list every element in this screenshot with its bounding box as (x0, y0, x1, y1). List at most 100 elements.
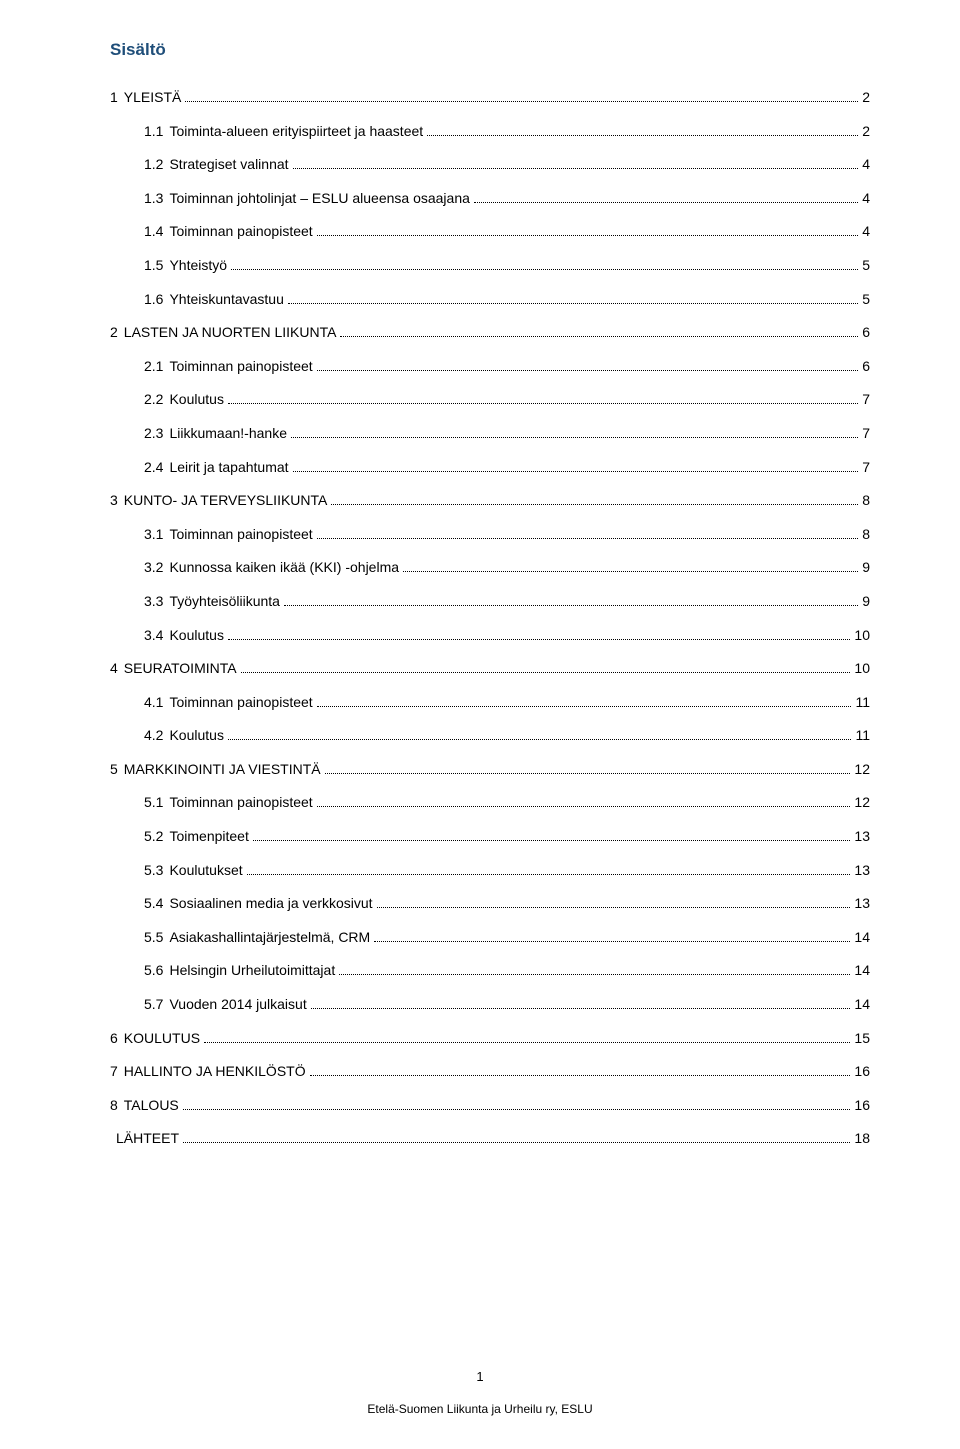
toc-leader-dots (183, 1142, 850, 1143)
toc-entry-page: 18 (854, 1129, 870, 1149)
toc-entry-label: Toiminnan painopisteet (163, 222, 312, 242)
toc-entry-number: 5.3 (144, 861, 163, 881)
toc-leader-dots (427, 135, 858, 136)
toc-leader-dots (317, 235, 859, 236)
toc-entry-label: LÄHTEET (110, 1129, 179, 1149)
toc-entry-label: Sosiaalinen media ja verkkosivut (163, 894, 372, 914)
toc-entry-number: 3.4 (144, 626, 163, 646)
toc-entry-label: Toiminnan painopisteet (163, 525, 312, 545)
toc-entry-label: Toiminnan johtolinjat – ESLU alueensa os… (163, 189, 469, 209)
toc-leader-dots (284, 605, 858, 606)
toc-entry-label: Toimenpiteet (163, 827, 248, 847)
toc-entry-page: 6 (862, 357, 870, 377)
toc-entry-page: 2 (862, 88, 870, 108)
toc-entry: 5.6Helsingin Urheilutoimittajat14 (144, 961, 870, 981)
toc-entry-label: SEURATOIMINTA (118, 659, 237, 679)
toc-entry: 5.5Asiakashallintajärjestelmä, CRM14 (144, 928, 870, 948)
toc-entry: 4.1Toiminnan painopisteet11 (144, 693, 870, 713)
toc-entry-number: 5.5 (144, 928, 163, 948)
toc-entry-page: 9 (862, 592, 870, 612)
toc-entry-number: 1.3 (144, 189, 163, 209)
toc-entry-label: MARKKINOINTI JA VIESTINTÄ (118, 760, 321, 780)
toc-entry-number: 8 (110, 1096, 118, 1116)
toc-entry-page: 4 (862, 222, 870, 242)
toc-entry-number: 5.6 (144, 961, 163, 981)
toc-entry: 8TALOUS16 (110, 1096, 870, 1116)
toc-entry: 5MARKKINOINTI JA VIESTINTÄ 12 (110, 760, 870, 780)
toc-entry-page: 10 (854, 626, 870, 646)
toc-entry-number: 1.2 (144, 155, 163, 175)
toc-entry-label: Strategiset valinnat (163, 155, 288, 175)
toc-leader-dots (241, 672, 851, 673)
toc-entry-page: 2 (862, 122, 870, 142)
toc-leader-dots (374, 941, 850, 942)
toc-leader-dots (339, 974, 850, 975)
toc-entry-page: 4 (862, 155, 870, 175)
toc-entry-label: Työyhteisöliikunta (163, 592, 280, 612)
toc-entry: 5.4Sosiaalinen media ja verkkosivut 13 (144, 894, 870, 914)
toc-entry-label: KOULUTUS (118, 1029, 200, 1049)
toc-entry-number: 5.4 (144, 894, 163, 914)
toc-entry-label: YLEISTÄ (118, 88, 182, 108)
toc-entry-label: Toiminnan painopisteet (163, 793, 312, 813)
toc-entry: 2LASTEN JA NUORTEN LIIKUNTA6 (110, 323, 870, 343)
toc-entry-label: TALOUS (118, 1096, 179, 1116)
toc-entry-number: 5 (110, 760, 118, 780)
toc-entry: 1.5Yhteistyö5 (144, 256, 870, 276)
toc-entry-page: 6 (862, 323, 870, 343)
toc-entry-page: 5 (862, 290, 870, 310)
toc-leader-dots (317, 706, 852, 707)
toc-entry: 3.2Kunnossa kaiken ikää (KKI) -ohjelma 9 (144, 558, 870, 578)
toc-entry-label: Asiakashallintajärjestelmä, CRM (163, 928, 370, 948)
toc-entry-page: 13 (854, 894, 870, 914)
toc-leader-dots (204, 1042, 850, 1043)
toc-entry: 3.1Toiminnan painopisteet8 (144, 525, 870, 545)
toc-entry-page: 9 (862, 558, 870, 578)
toc-entry: 5.3Koulutukset13 (144, 861, 870, 881)
toc-entry-page: 14 (854, 961, 870, 981)
toc-leader-dots (293, 471, 859, 472)
toc-entry: 5.1Toiminnan painopisteet12 (144, 793, 870, 813)
page-footer: 1 Etelä-Suomen Liikunta ja Urheilu ry, E… (0, 1369, 960, 1416)
toc-leader-dots (377, 907, 851, 908)
toc-entry-label: Toiminnan painopisteet (163, 693, 312, 713)
toc-entry-number: 1.4 (144, 222, 163, 242)
toc-leader-dots (291, 437, 858, 438)
page-number: 1 (0, 1369, 960, 1384)
toc-entry-number: 6 (110, 1029, 118, 1049)
toc-entry-number: 2.4 (144, 458, 163, 478)
toc-entry-label: Koulutus (163, 726, 223, 746)
toc-entry: 2.2Koulutus7 (144, 390, 870, 410)
toc-entry-number: 2 (110, 323, 118, 343)
toc-entry-number: 2.2 (144, 390, 163, 410)
toc-entry-number: 3.2 (144, 558, 163, 578)
toc-entry-page: 14 (854, 995, 870, 1015)
toc-entry-label: HALLINTO JA HENKILÖSTÖ (118, 1062, 306, 1082)
toc-entry: 5.2Toimenpiteet13 (144, 827, 870, 847)
toc-entry-number: 3.1 (144, 525, 163, 545)
toc-entry: 1.4Toiminnan painopisteet 4 (144, 222, 870, 242)
toc-entry-number: 3 (110, 491, 118, 511)
toc-entry-page: 7 (862, 390, 870, 410)
toc-entry-page: 8 (862, 491, 870, 511)
toc-entry-number: 7 (110, 1062, 118, 1082)
toc-entry: 1.6Yhteiskuntavastuu5 (144, 290, 870, 310)
toc-entry-page: 13 (854, 827, 870, 847)
toc-leader-dots (331, 504, 858, 505)
toc-entry-label: Kunnossa kaiken ikää (KKI) -ohjelma (163, 558, 399, 578)
toc-leader-dots (231, 269, 858, 270)
toc-leader-dots (474, 202, 858, 203)
toc-entry-label: Koulutus (163, 626, 223, 646)
toc-entry-number: 3.3 (144, 592, 163, 612)
toc-entry-page: 12 (854, 760, 870, 780)
toc-leader-dots (183, 1109, 851, 1110)
toc-heading: Sisältö (110, 40, 870, 60)
table-of-contents: 1YLEISTÄ21.1Toiminta-alueen erityispiirt… (110, 88, 870, 1149)
toc-entry: 6KOULUTUS15 (110, 1029, 870, 1049)
toc-entry-number: 2.1 (144, 357, 163, 377)
toc-entry-page: 4 (862, 189, 870, 209)
toc-entry-label: KUNTO- JA TERVEYSLIIKUNTA (118, 491, 328, 511)
toc-leader-dots (340, 336, 858, 337)
toc-entry-page: 11 (855, 693, 870, 713)
toc-leader-dots (228, 403, 858, 404)
